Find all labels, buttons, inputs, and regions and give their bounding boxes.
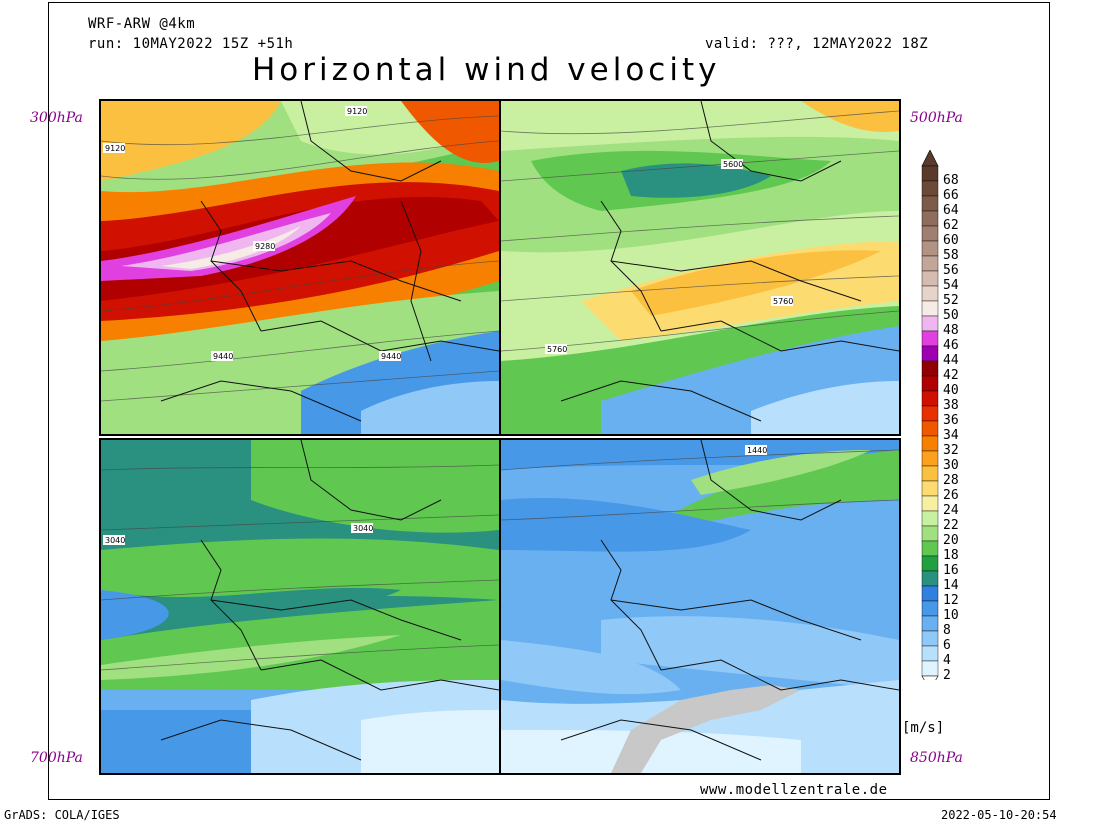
colorbar-swatch [921,270,939,287]
colorbar-swatch [921,495,939,512]
colorbar-swatch [921,600,939,617]
colorbar-swatch [921,570,939,587]
colorbar-tick-label: 18 [943,548,959,563]
unit-label: [m/s] [902,720,945,736]
contour-label: 1440 [747,446,767,455]
colorbar-tick-label: 58 [943,248,959,263]
contour-label: 3040 [353,524,373,533]
colorbar-swatch [921,540,939,557]
software-label: GrADS: COLA/IGES [4,808,120,822]
colorbar-tick-label: 14 [943,578,959,593]
page-title: Horizontal wind velocity [252,52,721,88]
contour-label: 5760 [547,345,567,354]
colorbar-swatch [921,255,939,272]
colorbar-swatch [921,405,939,422]
colorbar-swatch [921,225,939,242]
level-label-500: 500hPa [910,110,963,126]
colorbar-swatch [921,240,939,257]
colorbar-tick-label: 38 [943,398,959,413]
colorbar-tick-label: 64 [943,203,959,218]
colorbar-swatch [921,180,939,197]
run-label: run: 10MAY2022 15Z +51h [88,36,294,52]
colorbar-tick-label: 60 [943,233,959,248]
colorbar-tick-label: 48 [943,323,959,338]
map-panel-300hpa: 9120 9120 9280 9440 9440 [99,99,501,436]
colorbar-swatch [921,345,939,362]
colorbar-tick-label: 6 [943,638,951,653]
level-label-300: 300hPa [30,110,83,126]
contour-label: 9280 [255,242,275,251]
plot-frame [48,2,1050,800]
colorbar-swatch [921,450,939,467]
map-panel-850hpa: 1440 [499,438,901,775]
map-panel-700hpa: 3040 3040 [99,438,501,775]
colorbar-tick-label: 66 [943,188,959,203]
colorbar-tick-label: 34 [943,428,959,443]
colorbar-tick-label: 22 [943,518,959,533]
colorbar-swatch [921,645,939,662]
colorbar-tick-label: 20 [943,533,959,548]
level-label-850: 850hPa [910,750,963,766]
colorbar-tick-label: 36 [943,413,959,428]
colorbar-tick-label: 40 [943,383,959,398]
colorbar-bottom-arrow [921,675,939,680]
colorbar-swatch [921,585,939,602]
contour-label: 9440 [213,352,233,361]
colorbar-tick-label: 12 [943,593,959,608]
colorbar-tick-label: 44 [943,353,959,368]
contour-label: 5600 [723,160,743,169]
contour-label: 9120 [347,107,367,116]
colorbar-swatch [921,285,939,302]
colorbar-swatch [921,210,939,227]
colorbar-tick-label: 42 [943,368,959,383]
colorbar-swatch [921,330,939,347]
colorbar-tick-label: 16 [943,563,959,578]
colorbar-tick-label: 56 [943,263,959,278]
colorbar-tick-label: 62 [943,218,959,233]
colorbar-swatch [921,480,939,497]
colorbar-tick-label: 24 [943,503,959,518]
contour-label: 9120 [105,144,125,153]
colorbar-swatch [921,510,939,527]
colorbar-swatch [921,300,939,317]
colorbar-tick-label: 30 [943,458,959,473]
colorbar-tick-label: 26 [943,488,959,503]
colorbar-swatch [921,315,939,332]
timestamp-label: 2022-05-10-20:54 [941,808,1057,822]
contour-label: 5760 [773,297,793,306]
level-label-700: 700hPa [30,750,83,766]
colorbar-swatch [921,465,939,482]
colorbar-tick-label: 8 [943,623,951,638]
colorbar-tick-label: 2 [943,668,951,683]
contour-label: 9440 [381,352,401,361]
website-label: www.modellzentrale.de [700,782,888,798]
colorbar-tick-label: 46 [943,338,959,353]
model-label: WRF-ARW @4km [88,16,196,32]
colorbar-swatch [921,435,939,452]
colorbar-tick-label: 68 [943,173,959,188]
colorbar-swatch [921,165,939,182]
colorbar [921,150,939,680]
colorbar-tick-label: 54 [943,278,959,293]
colorbar-tick-label: 28 [943,473,959,488]
colorbar-tick-label: 50 [943,308,959,323]
colorbar-swatch [921,525,939,542]
valid-label: valid: ???, 12MAY2022 18Z [705,36,929,52]
colorbar-tick-label: 32 [943,443,959,458]
colorbar-tick-label: 52 [943,293,959,308]
colorbar-tick-label: 10 [943,608,959,623]
colorbar-swatch [921,420,939,437]
colorbar-swatch [921,375,939,392]
colorbar-swatch [921,390,939,407]
contour-label: 3040 [105,536,125,545]
colorbar-tick-label: 4 [943,653,951,668]
map-panel-500hpa: 5600 5760 5760 [499,99,901,436]
colorbar-swatch [921,555,939,572]
colorbar-top-arrow [921,150,939,167]
colorbar-swatch [921,615,939,632]
colorbar-swatch [921,660,939,677]
colorbar-swatch [921,195,939,212]
colorbar-swatch [921,360,939,377]
colorbar-swatch [921,630,939,647]
